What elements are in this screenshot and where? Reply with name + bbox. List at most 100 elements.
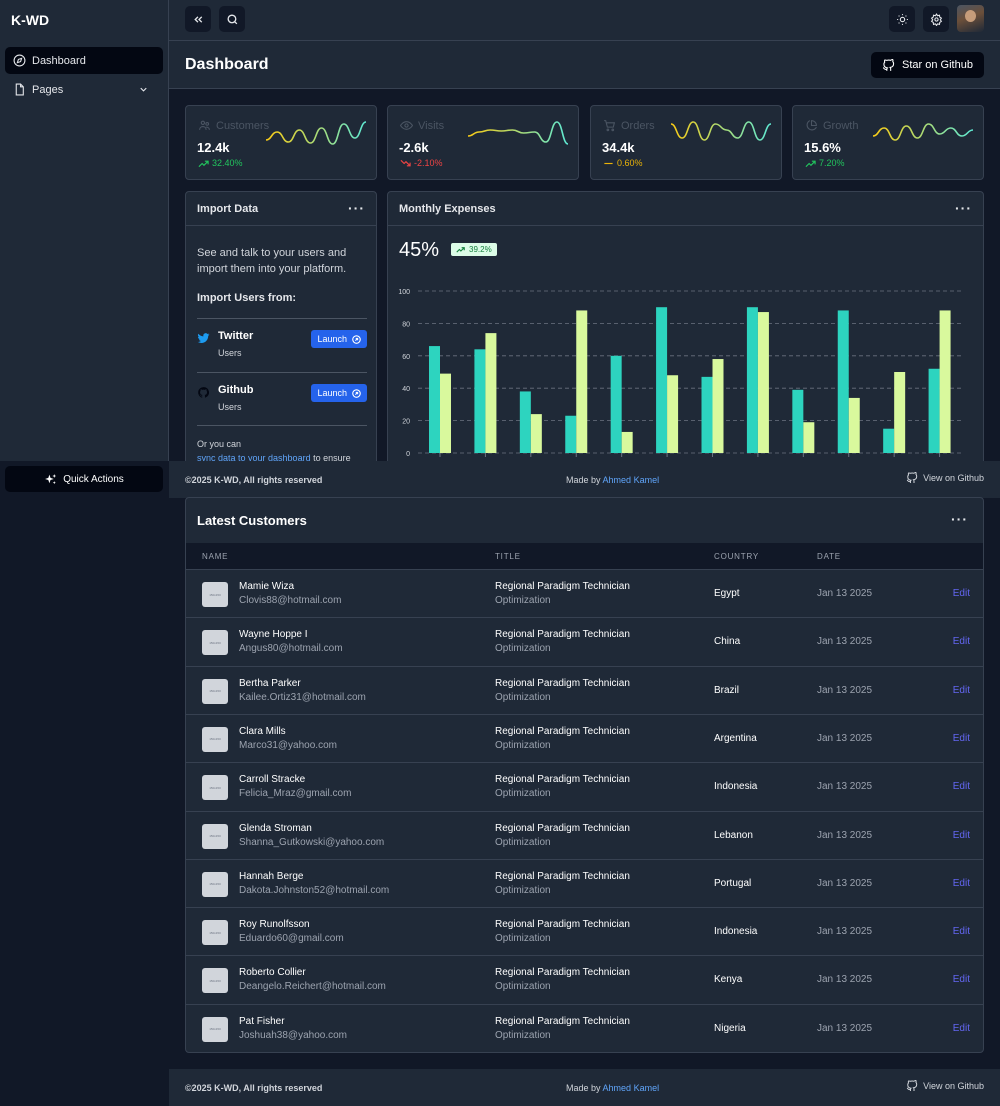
customer-date: Jan 13 2025 [817, 732, 873, 744]
search-button[interactable] [219, 6, 245, 32]
gear-icon [930, 12, 942, 26]
sync-data-link[interactable]: sync data to your dashboard [197, 453, 311, 461]
stat-change: 32.40% [198, 158, 243, 168]
made-by: Made by Ahmed Kamel [566, 1083, 659, 1093]
bar-series-2-9[interactable] [848, 397, 860, 453]
bar-series-1-0[interactable] [429, 346, 440, 453]
column-header-date: DATE [817, 552, 841, 561]
view-on-github-link[interactable]: View on Github [906, 472, 984, 484]
bar-series-1-2[interactable] [519, 391, 531, 453]
edit-link[interactable]: Edit [952, 877, 970, 889]
bar-series-1-6[interactable] [701, 376, 713, 453]
sync-note-suffix: to ensure [313, 453, 351, 461]
dashboard-content: Customers 12.4k 32.40% Visits -2.6k -2.1… [169, 89, 1000, 461]
bar-series-1-3[interactable] [565, 415, 577, 453]
bar-series-2-6[interactable] [712, 359, 724, 453]
customer-avatar: 150x150 [202, 1016, 228, 1042]
bar-series-2-10[interactable] [894, 372, 906, 453]
document-icon [15, 83, 24, 96]
bar-series-2-2[interactable] [530, 414, 542, 453]
table-row: 150x150 Pat Fisher Joshuah38@yahoo.com Regi… [186, 1003, 983, 1052]
customer-date: Jan 13 2025 [817, 781, 873, 793]
bar-series-2-5[interactable] [667, 375, 679, 453]
bar-series-1-10[interactable] [883, 428, 895, 453]
more-options-icon[interactable]: ··· [348, 200, 365, 216]
customer-avatar: 150x150 [202, 823, 228, 849]
bar-series-1-7[interactable] [746, 307, 758, 453]
edit-link[interactable]: Edit [952, 732, 970, 744]
bar-series-1-5[interactable] [656, 307, 668, 453]
stat-card-visits: Visits -2.6k -2.10% [387, 105, 579, 180]
bar-series-1-4[interactable] [610, 355, 622, 453]
latest-customers-card: Latest Customers ··· NAME TITLE COUNTRY … [185, 497, 984, 1053]
more-options-icon[interactable]: ··· [951, 511, 968, 527]
edit-link[interactable]: Edit [952, 588, 970, 599]
launch-twitter-button[interactable]: Launch [311, 330, 367, 348]
bar-series-2-3[interactable] [576, 310, 588, 453]
stat-label: Customers [198, 119, 269, 132]
star-on-github-button[interactable]: Star on Github [871, 52, 984, 78]
edit-link[interactable]: Edit [952, 636, 970, 648]
more-options-icon[interactable]: ··· [955, 200, 972, 216]
bar-series-1-1[interactable] [474, 349, 486, 453]
trend-up-icon [805, 160, 816, 167]
edit-link[interactable]: Edit [952, 926, 970, 938]
brand-logo[interactable]: K-WD [11, 12, 50, 28]
customer-email: Shanna_Gutkowski@yahoo.com [239, 836, 385, 848]
customer-country: Argentina [714, 732, 757, 744]
card-header: Monthly Expenses ··· [388, 192, 983, 226]
user-avatar[interactable] [957, 5, 984, 32]
customer-avatar: 150x150 [202, 775, 228, 801]
quick-actions-label: Quick Actions [63, 473, 124, 485]
edit-link[interactable]: Edit [952, 1022, 970, 1034]
stat-label-text: Visits [418, 119, 445, 132]
sidebar-item-dashboard[interactable]: Dashboard [5, 47, 163, 74]
import-data-card: Import Data ··· See and talk to your use… [185, 191, 377, 461]
bar-series-1-8[interactable] [792, 389, 804, 453]
bar-series-2-7[interactable] [757, 312, 769, 453]
customer-country: Indonesia [714, 926, 758, 938]
launch-github-button[interactable]: Launch [311, 384, 367, 402]
author-link[interactable]: Ahmed Kamel [602, 1083, 660, 1093]
github-icon [882, 58, 895, 71]
bar-series-1-9[interactable] [837, 310, 849, 453]
edit-link[interactable]: Edit [952, 829, 970, 841]
collapse-sidebar-button[interactable] [185, 6, 211, 32]
stat-value: 34.4k [602, 140, 635, 155]
twitter-icon [197, 333, 210, 343]
view-on-github-link[interactable]: View on Github [906, 1080, 984, 1092]
y-tick-label: 60 [402, 354, 410, 361]
customer-date: Jan 13 2025 [817, 829, 873, 841]
customer-department: Optimization [495, 691, 551, 703]
customer-department: Optimization [495, 739, 551, 751]
sidebar-item-pages[interactable]: Pages [5, 76, 163, 103]
customer-title: Regional Paradigm Technician [495, 870, 630, 882]
bar-series-1-11[interactable] [928, 368, 940, 453]
quick-actions-button[interactable]: Quick Actions [5, 466, 163, 492]
chevron-down-icon[interactable] [138, 84, 149, 95]
edit-link[interactable]: Edit [952, 781, 970, 793]
bar-series-2-1[interactable] [485, 333, 497, 453]
theme-toggle-button[interactable] [889, 6, 915, 32]
edit-link[interactable]: Edit [952, 974, 970, 986]
edit-link[interactable]: Edit [952, 684, 970, 696]
import-source-github: Github Users Launch [197, 384, 367, 418]
customer-title: Regional Paradigm Technician [495, 774, 630, 786]
bar-series-2-0[interactable] [440, 373, 451, 453]
bar-series-2-11[interactable] [939, 310, 951, 453]
customer-avatar: 150x150 [202, 726, 228, 752]
author-link[interactable]: Ahmed Kamel [602, 475, 660, 485]
column-header-name: NAME [202, 552, 229, 561]
bar-series-2-8[interactable] [803, 422, 815, 453]
customer-title: Regional Paradigm Technician [495, 1015, 630, 1027]
trend-up-icon [198, 160, 209, 167]
import-description: See and talk to your users and import th… [197, 247, 347, 275]
settings-button[interactable] [923, 6, 949, 32]
table-row: 150x150 Carroll Stracke Felicia_Mraz@gmail… [186, 762, 983, 810]
growth-badge: 39.2% [451, 243, 497, 256]
customer-title: Regional Paradigm Technician [495, 581, 630, 592]
pie-chart-icon [806, 120, 817, 131]
sparkline-chart [873, 123, 973, 141]
stat-label-text: Growth [823, 119, 859, 132]
bar-series-2-4[interactable] [621, 431, 633, 453]
